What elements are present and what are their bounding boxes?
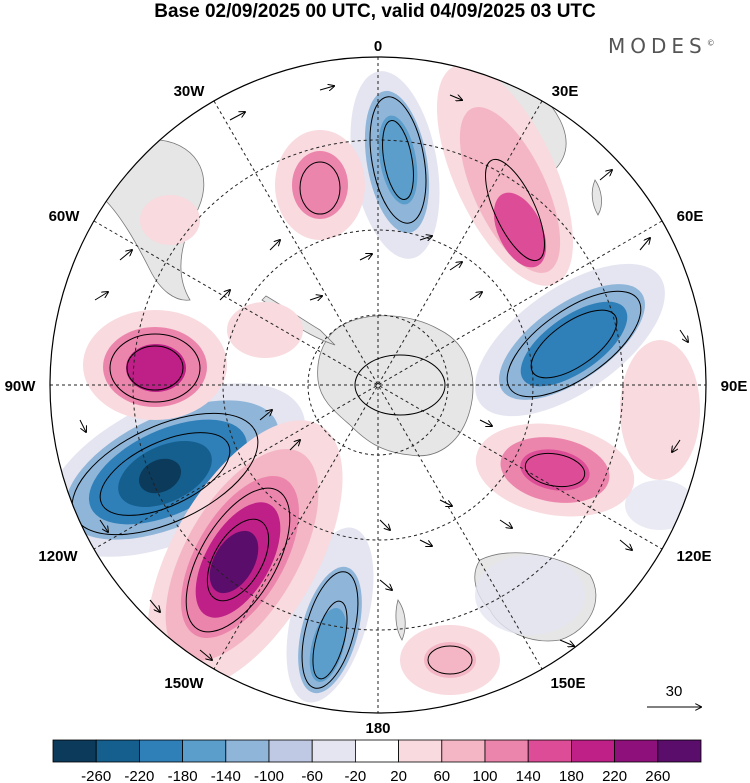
colorbar-swatch	[398, 739, 443, 763]
positive-anomalies	[83, 64, 700, 695]
lon-label-60w: 60W	[49, 208, 81, 225]
colorbar-tick-label: 180	[559, 768, 584, 783]
colorbar-swatch	[614, 739, 659, 763]
lon-label-30w: 30W	[174, 83, 206, 100]
lon-label-90w: 90W	[5, 378, 37, 395]
colorbar-swatch	[484, 739, 529, 763]
reference-vector: 30	[647, 683, 701, 707]
lon-label-180: 180	[365, 720, 390, 737]
colorbar-swatch	[182, 739, 227, 763]
colorbar-tick-label: 220	[602, 768, 627, 783]
colorbar-tick-label: -140	[211, 768, 241, 783]
map-border	[49, 56, 707, 714]
colorbar-tick-label: -20	[345, 768, 367, 783]
longitude-labels: 0 30E 60E 90E 120E 150E 180 150W 120W 90…	[5, 38, 748, 737]
madagascar	[591, 179, 602, 216]
colorbar-tick-label: -180	[168, 768, 198, 783]
colorbar-swatch	[657, 739, 702, 763]
colorbar-tick-label: 20	[390, 768, 407, 783]
colorbar-tick-label: -220	[124, 768, 154, 783]
lon-label-30e: 30E	[552, 83, 579, 100]
colorbar-swatch	[354, 739, 399, 763]
modes-logo-text: MODES	[608, 34, 707, 58]
map-title: Base 02/09/2025 00 UTC, valid 04/09/2025…	[154, 1, 596, 22]
colorbar-tick-label: 60	[433, 768, 450, 783]
colorbar-swatch	[268, 739, 313, 763]
colorbar-tick-label: -100	[254, 768, 284, 783]
lon-label-150e: 150E	[550, 675, 585, 692]
antarctica	[317, 315, 474, 457]
colorbar-swatch	[311, 739, 356, 763]
lon-label-150w: 150W	[164, 675, 204, 692]
colorbar-tick-label: 140	[516, 768, 541, 783]
colorbar-swatch	[571, 739, 616, 763]
lon-label-120e: 120E	[676, 548, 711, 565]
colorbar-tick-label: 100	[472, 768, 497, 783]
copyright-mark: ©	[706, 38, 715, 48]
colorbar: -260 -220 -180 -140 -100 -60 -20 20 60 100 140 180 2…	[52, 739, 702, 783]
map-disc	[50, 57, 706, 713]
colorbar-swatch	[527, 739, 572, 763]
colorbar-tick-label: -60	[301, 768, 323, 783]
colorbar-swatch	[441, 739, 486, 763]
reference-vector-label: 30	[666, 683, 683, 700]
lon-label-90e: 90E	[721, 378, 748, 395]
colorbar-tick-label: -260	[81, 768, 111, 783]
new-zealand	[395, 599, 406, 641]
wind-arrows	[79, 86, 688, 660]
modes-logo: MODES©	[608, 34, 715, 58]
colorbar-swatch	[95, 739, 140, 763]
lon-label-60e: 60E	[677, 208, 704, 225]
lon-label-120w: 120W	[38, 548, 78, 565]
wind-streamlines	[71, 96, 642, 689]
lon-label-0: 0	[374, 38, 382, 55]
colorbar-swatch	[225, 739, 270, 763]
colorbar-swatch	[52, 739, 97, 763]
colorbar-tick-label: 260	[645, 768, 670, 783]
colorbar-swatch	[138, 739, 183, 763]
graticule	[50, 57, 706, 713]
